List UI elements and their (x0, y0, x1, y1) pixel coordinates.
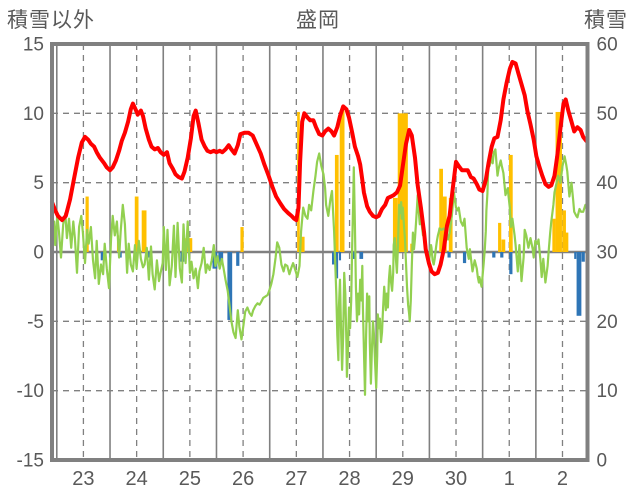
blue-bars-bar (218, 252, 224, 264)
x-axis-day-label: 2 (557, 468, 568, 490)
orange-bars-bar (565, 232, 569, 252)
blue-bars-bar (338, 252, 342, 261)
chart-title: 盛岡 (296, 9, 340, 32)
blue-bars-bar (331, 252, 336, 265)
blue-bars-bar (581, 252, 585, 262)
orange-bars-bar (85, 196, 89, 252)
orange-bars-bar (397, 113, 408, 252)
x-axis-day-label: 24 (126, 468, 148, 490)
blue-bars-bar (574, 252, 577, 259)
left-axis-tick-label: 15 (23, 35, 44, 56)
left-axis-tick-label: 5 (33, 173, 44, 194)
plot-border (50, 42, 590, 462)
blue-bars-bar (447, 252, 451, 258)
green-line (50, 148, 589, 396)
right-axis-tick-label: 50 (597, 104, 618, 125)
x-axis-day-label: 28 (338, 468, 360, 490)
left-axis-tick-label: 0 (33, 243, 44, 264)
blue-bars-bar (509, 252, 513, 275)
right-axis-tick-label: 30 (597, 243, 618, 264)
blue-bars-bar (147, 252, 151, 258)
red-line (50, 60, 589, 277)
orange-bars-bar (442, 196, 447, 252)
x-axis-day-label: 26 (232, 468, 254, 490)
blue-bars-bar (492, 252, 496, 258)
orange-bars-bar (240, 227, 244, 252)
orange-bars-bar (339, 110, 345, 252)
left-axis-tick-label: -5 (27, 312, 44, 333)
x-axis-day-label: 29 (392, 468, 414, 490)
blue-bars-bar (335, 252, 339, 279)
left-axis-tick-label: -15 (17, 451, 44, 472)
blue-bars-bar (576, 252, 582, 316)
orange-bars-bar (141, 210, 147, 252)
x-axis-day-label: 30 (445, 468, 467, 490)
right-axis-tick-label: 20 (597, 312, 618, 333)
left-axis-tick-label: -10 (17, 381, 44, 402)
x-axis-day-label: 1 (504, 468, 515, 490)
right-axis-tick-label: 40 (597, 173, 618, 194)
x-axis-day-label: 27 (285, 468, 307, 490)
orange-bars-bar (334, 154, 339, 252)
orange-bars-bar (501, 239, 506, 252)
blue-bars-bar (462, 252, 467, 264)
x-axis-day-label: 23 (72, 468, 94, 490)
orange-bars-bar (498, 222, 502, 252)
orange-bars-bar (552, 218, 556, 252)
right-axis-tick-label: 10 (597, 381, 618, 402)
left-axis-title: 積雪以外 (7, 9, 95, 32)
right-axis-tick-label: 60 (597, 35, 618, 56)
orange-bars-bar (508, 154, 513, 252)
right-axis-tick-label: 0 (597, 451, 608, 472)
blue-bars-bar (359, 252, 364, 259)
orange-bars-bar (392, 197, 398, 252)
left-axis-tick-label: 10 (23, 104, 44, 125)
blue-bars-bar (500, 252, 504, 258)
orange-bars-bar (555, 111, 562, 253)
x-axis-day-label: 25 (179, 468, 201, 490)
orange-bars-bar (439, 168, 443, 252)
orange-bars-bar (298, 236, 305, 252)
orange-bars-bar (562, 210, 566, 252)
blue-bars-bar (227, 252, 233, 320)
right-axis-title: 積雪 (584, 9, 628, 32)
blue-bars-bar (236, 252, 240, 266)
orange-bars-bar (134, 196, 139, 252)
